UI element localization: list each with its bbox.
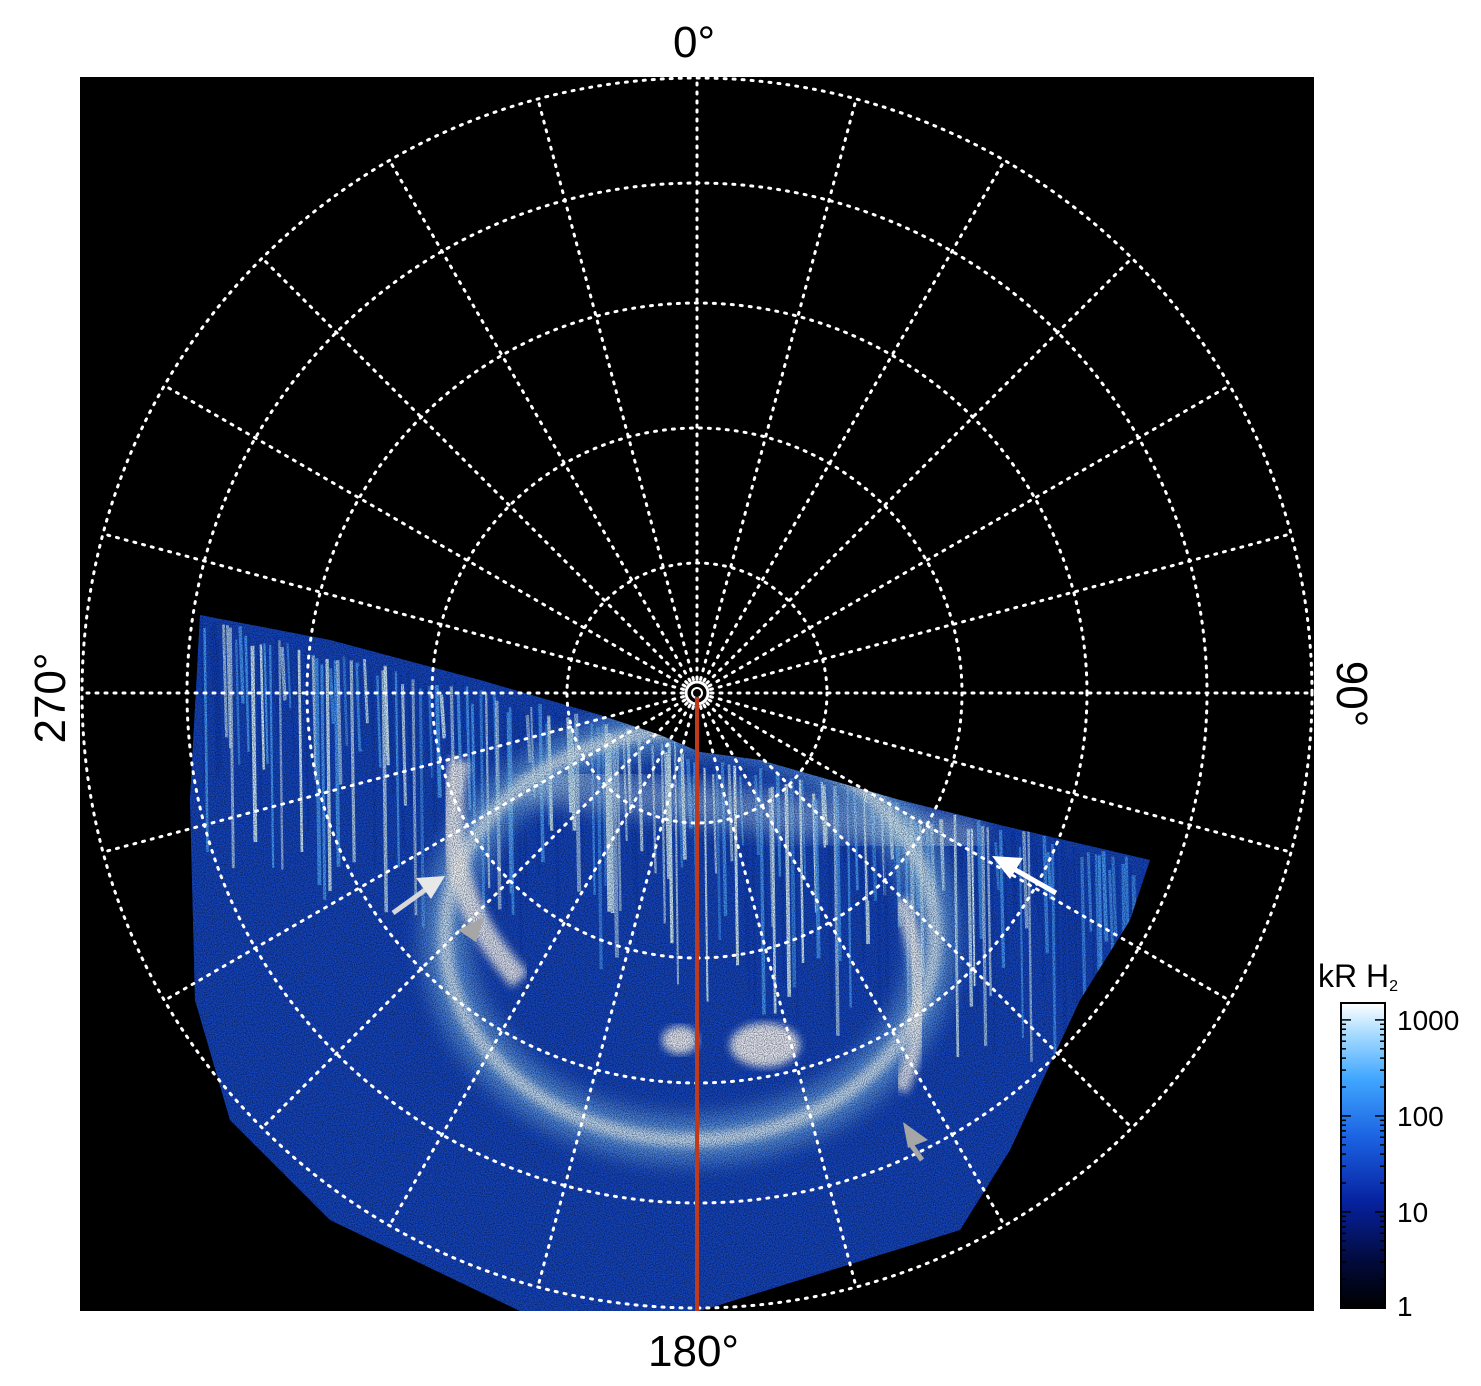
label-left: 270° [26,652,75,744]
colorbar-tick-1: 1 [1397,1291,1413,1322]
arrow-white-right [992,856,1058,896]
grid-meridian-150 [702,703,1006,1228]
grid-meridian-120 [707,698,1232,1002]
grid-meridian-75 [709,532,1293,691]
colorbar [1340,1002,1386,1309]
colorbar-title: kR H2 [1318,960,1398,995]
colorbar-tick-10: 10 [1397,1197,1429,1228]
label-right: 90° [1327,660,1376,728]
arrow-white-left [391,876,445,916]
grid-meridian-45 [705,256,1134,685]
grid-meridian-60 [707,384,1232,688]
polar-grid [80,77,1314,1310]
label-top: 0° [673,18,716,67]
arrow-grey-right [903,1122,928,1162]
grid-meridian-165 [699,705,858,1289]
grid-meridian-30 [702,158,1006,683]
colorbar-title-text: kR H [1318,958,1390,994]
grid-meridian-240 [162,698,687,1002]
grid-meridian-135 [705,701,1134,1130]
grid-meridian-195 [536,705,695,1289]
grid-meridian-285 [101,532,685,691]
colorbar-tick-1000: 1000 [1397,1005,1460,1036]
grid-meridian-315 [260,256,689,685]
colorbar-title-subscript: 2 [1389,978,1399,995]
grid-meridian-210 [388,703,692,1228]
grid-meridian-300 [162,384,687,688]
grid-meridian-105 [709,695,1293,854]
grid-meridian-15 [699,97,858,681]
grid-meridian-225 [260,701,689,1130]
grid-meridian-255 [101,695,685,854]
grid-meridian-345 [536,97,695,681]
grid-meridian-330 [388,158,692,683]
colorbar-tick-100: 100 [1397,1101,1444,1132]
label-bottom: 180° [648,1327,740,1376]
arrow-grey-left [458,917,484,942]
